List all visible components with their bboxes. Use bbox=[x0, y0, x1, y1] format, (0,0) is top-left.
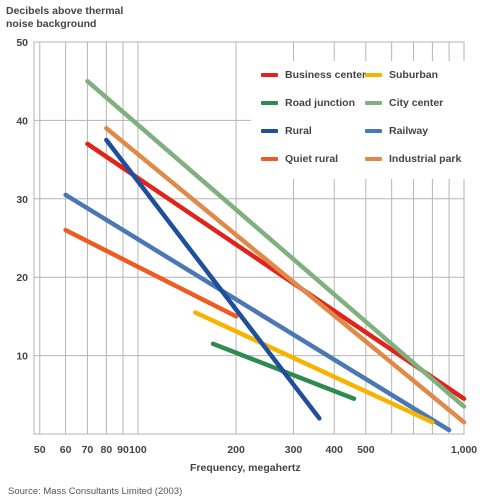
legend-label: Rural bbox=[285, 125, 312, 137]
legend-swatch bbox=[365, 73, 382, 77]
y-tick-label: 40 bbox=[16, 115, 28, 127]
series-line-business-center bbox=[85, 141, 467, 401]
x-tick-label: 70 bbox=[82, 444, 94, 456]
legend-swatch bbox=[365, 101, 382, 105]
legend-swatch bbox=[365, 129, 382, 133]
legend-swatch bbox=[261, 157, 278, 161]
y-axis-label: Decibels above thermal noise background bbox=[6, 5, 124, 30]
x-tick-label: 90 bbox=[117, 444, 129, 456]
y-tick-label: 20 bbox=[16, 272, 28, 284]
x-tick-label: 400 bbox=[325, 444, 343, 456]
series-line-rural bbox=[104, 137, 322, 421]
series-layer bbox=[63, 78, 467, 433]
series-line-railway bbox=[63, 192, 452, 433]
x-tick-label: 50 bbox=[34, 444, 46, 456]
legend-label: Business center bbox=[285, 69, 367, 81]
legend: Business center Suburban Road junction C… bbox=[251, 61, 466, 179]
x-tick-label: 80 bbox=[100, 444, 112, 456]
x-tick-label: 200 bbox=[227, 444, 245, 456]
legend-item-industrial-park: Industrial park bbox=[365, 153, 461, 165]
legend-item-quiet-rural: Quiet rural bbox=[261, 153, 338, 165]
series-line-industrial-park bbox=[104, 125, 467, 425]
series-line-quiet-rural bbox=[63, 227, 239, 319]
x-tick-label: 500 bbox=[357, 444, 375, 456]
legend-swatch bbox=[261, 73, 278, 77]
series-line-suburban bbox=[193, 310, 435, 425]
legend-item-business-center: Business center bbox=[261, 69, 366, 81]
y-tick-label: 10 bbox=[16, 351, 28, 363]
legend-swatch bbox=[365, 157, 382, 161]
legend-label: Quiet rural bbox=[285, 153, 339, 165]
legend-item-city-center: City center bbox=[365, 97, 443, 109]
x-axis-label: Frequency, megahertz bbox=[190, 462, 301, 474]
y-tick-label: 30 bbox=[16, 194, 28, 206]
series-line-city-center bbox=[85, 78, 467, 409]
tick-layer: 10 20 30 40 50 50 60 70 80 90 100 200 300 400 500 1,000 bbox=[16, 37, 477, 456]
legend-swatch bbox=[261, 101, 278, 105]
x-tick-label: 100 bbox=[129, 444, 147, 456]
x-tick-label: 60 bbox=[60, 444, 72, 456]
y-tick-label: 50 bbox=[16, 37, 28, 49]
legend-item-suburban: Suburban bbox=[365, 69, 438, 81]
x-tick-label: 1,000 bbox=[451, 444, 477, 456]
source-note: Source: Mass Consultants Limited (2003) bbox=[8, 486, 183, 497]
legend-item-road-junction: Road junction bbox=[261, 97, 355, 109]
legend-label: Suburban bbox=[389, 69, 438, 81]
legend-label: Industrial park bbox=[389, 153, 462, 165]
legend-label: City center bbox=[389, 97, 444, 109]
legend-label: Road junction bbox=[285, 97, 355, 109]
legend-label: Railway bbox=[389, 125, 429, 137]
legend-item-rural: Rural bbox=[261, 125, 312, 137]
x-tick-label: 300 bbox=[285, 444, 303, 456]
legend-item-railway: Railway bbox=[365, 125, 428, 137]
legend-swatch bbox=[261, 129, 278, 133]
